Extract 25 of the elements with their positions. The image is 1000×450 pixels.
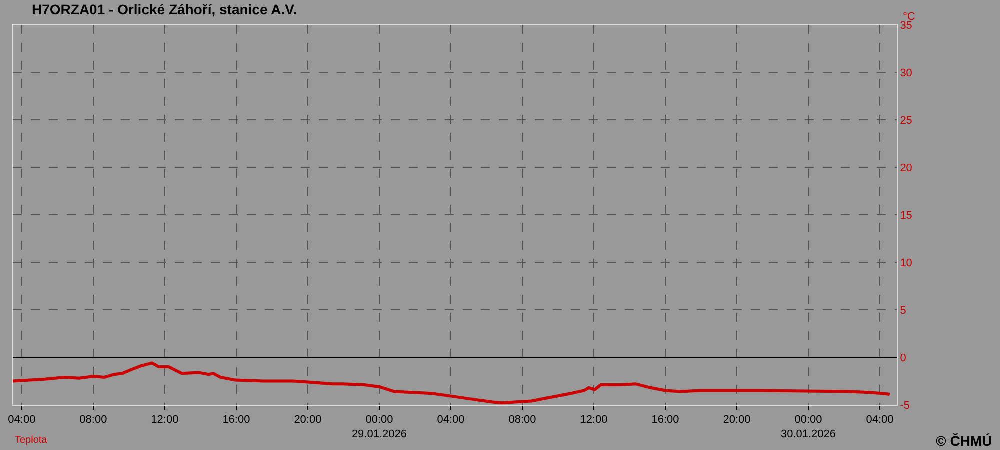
line-series bbox=[13, 362, 892, 405]
x-tick-label: 00:00 29.01.2026 bbox=[352, 414, 407, 440]
y-tick-label: 25 bbox=[900, 114, 912, 127]
x-tick-label: 16:00 bbox=[652, 414, 680, 426]
x-tick-label: 08:00 bbox=[80, 414, 108, 426]
x-tick-label: 04:00 bbox=[8, 414, 36, 426]
x-tick-label: 12:00 bbox=[580, 414, 608, 426]
x-tick-label: 04:00 bbox=[866, 414, 894, 426]
y-tick-label: 30 bbox=[900, 67, 912, 80]
x-tick-label: 04:00 bbox=[437, 414, 465, 426]
x-tick-label: 00:00 30.01.2026 bbox=[780, 414, 836, 440]
text: Teplota bbox=[15, 435, 48, 446]
chart-title: H7ORZA01 - Orlické Záhoří, stanice A.V. bbox=[32, 1, 298, 18]
y-tick-label: 20 bbox=[900, 162, 912, 174]
x-tick-label: 08:00 bbox=[508, 414, 536, 426]
y-tick-label: 5 bbox=[900, 304, 906, 317]
x-tick-label: 16:00 bbox=[222, 414, 250, 426]
y-tick-label: 10 bbox=[900, 257, 912, 270]
x-tick-label: 12:00 bbox=[151, 414, 179, 426]
text: © ČHMÚ bbox=[936, 433, 992, 449]
y-tick-label: -5 bbox=[900, 400, 910, 412]
y-tick-label: 0 bbox=[900, 352, 906, 364]
y-tick-label: 15 bbox=[900, 210, 912, 222]
x-tick-label: 20:00 bbox=[294, 414, 322, 426]
x-tick-label: 20:00 bbox=[723, 414, 751, 426]
